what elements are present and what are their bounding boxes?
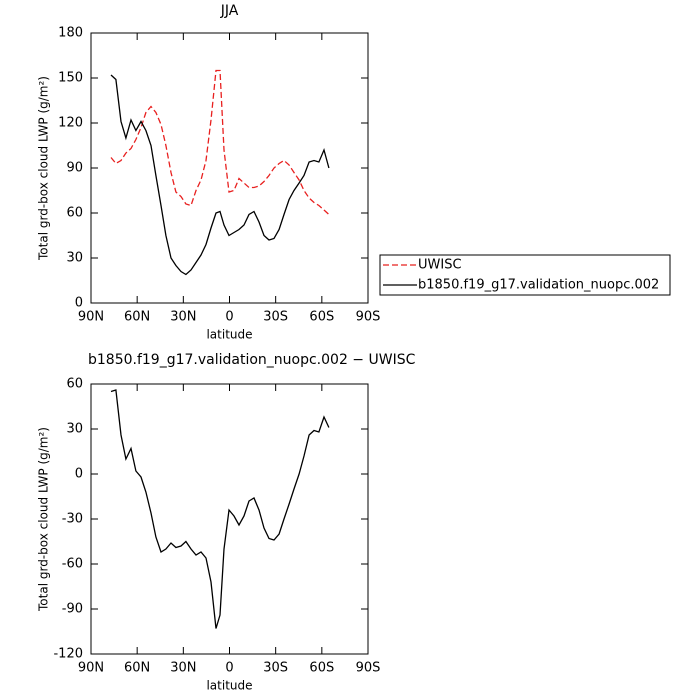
x-tick-label: 30N: [170, 310, 196, 325]
legend-box: [379, 254, 671, 296]
y-tick-label: 60: [66, 206, 83, 221]
data-line: [110, 74, 330, 276]
plot-frame: [90, 383, 369, 655]
y-axis-label: Total grd-box cloud LWP (g/m²): [37, 427, 51, 612]
x-axis-label: latitude: [206, 679, 252, 693]
x-tick-label: 0: [225, 661, 233, 676]
x-tick-label: 90S: [356, 661, 381, 676]
y-axis-label: Total grd-box cloud LWP (g/m²): [37, 76, 51, 261]
x-tick-label: 60S: [309, 661, 334, 676]
y-tick-label: -120: [53, 647, 83, 662]
data-line: [110, 69, 330, 215]
plot-frame: [90, 32, 369, 304]
x-tick-label: 60N: [124, 661, 150, 676]
y-tick-label: 0: [75, 296, 83, 311]
x-tick-label: 90N: [78, 310, 104, 325]
x-tick-label: 90S: [356, 310, 381, 325]
y-tick-label: 60: [66, 377, 83, 392]
chart-title: JJA: [220, 3, 239, 19]
y-tick-label: 90: [66, 161, 83, 176]
y-tick-label: -30: [62, 512, 83, 527]
y-tick-label: 0: [75, 467, 83, 482]
x-tick-label: 30N: [170, 661, 196, 676]
y-tick-label: 180: [58, 26, 83, 41]
x-tick-label: 0: [225, 310, 233, 325]
y-tick-label: 30: [66, 251, 83, 266]
y-tick-label: -60: [62, 557, 83, 572]
x-tick-label: 30S: [263, 661, 288, 676]
x-tick-label: 60N: [124, 310, 150, 325]
legend-label: b1850.f19_g17.validation_nuopc.002: [418, 278, 659, 293]
data-line: [110, 389, 330, 629]
chart-title: b1850.f19_g17.validation_nuopc.002 − UWI…: [88, 352, 416, 368]
legend-label: UWISC: [418, 258, 462, 273]
y-tick-label: 120: [58, 116, 83, 131]
x-axis-label: latitude: [206, 328, 252, 342]
x-tick-label: 30S: [263, 310, 288, 325]
y-tick-label: -90: [62, 602, 83, 617]
x-tick-label: 60S: [309, 310, 334, 325]
x-tick-label: 90N: [78, 661, 104, 676]
y-tick-label: 30: [66, 422, 83, 437]
y-tick-label: 150: [58, 71, 83, 86]
